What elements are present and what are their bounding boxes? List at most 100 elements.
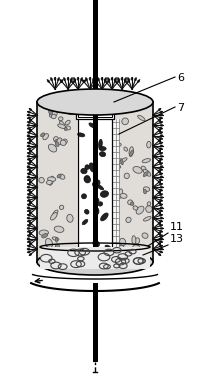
- Ellipse shape: [29, 242, 32, 245]
- Ellipse shape: [28, 142, 30, 144]
- Ellipse shape: [84, 176, 90, 182]
- Text: 6: 6: [177, 73, 184, 83]
- Bar: [93, 0, 98, 89]
- Ellipse shape: [120, 159, 123, 165]
- Ellipse shape: [160, 227, 163, 229]
- Ellipse shape: [29, 160, 32, 162]
- Ellipse shape: [28, 158, 30, 160]
- Ellipse shape: [28, 230, 30, 232]
- Ellipse shape: [160, 207, 163, 209]
- Ellipse shape: [126, 217, 131, 223]
- Ellipse shape: [146, 206, 152, 212]
- Ellipse shape: [133, 167, 142, 173]
- Ellipse shape: [27, 238, 30, 240]
- Ellipse shape: [104, 78, 107, 81]
- Ellipse shape: [131, 77, 133, 80]
- Ellipse shape: [118, 245, 124, 252]
- Ellipse shape: [57, 78, 60, 81]
- Ellipse shape: [28, 194, 30, 196]
- Ellipse shape: [142, 159, 150, 163]
- Ellipse shape: [114, 78, 117, 81]
- Ellipse shape: [28, 152, 30, 154]
- Ellipse shape: [82, 194, 86, 199]
- Ellipse shape: [94, 198, 99, 204]
- Ellipse shape: [37, 249, 153, 275]
- Ellipse shape: [160, 189, 162, 191]
- Bar: [93, 283, 98, 362]
- Ellipse shape: [160, 158, 162, 160]
- Ellipse shape: [104, 80, 107, 83]
- Ellipse shape: [28, 111, 30, 113]
- Text: 11: 11: [170, 222, 184, 232]
- Ellipse shape: [63, 139, 67, 144]
- Ellipse shape: [158, 211, 161, 214]
- Ellipse shape: [28, 132, 30, 134]
- Ellipse shape: [83, 80, 86, 83]
- Ellipse shape: [28, 183, 30, 185]
- Ellipse shape: [28, 210, 30, 212]
- Ellipse shape: [60, 80, 63, 83]
- Ellipse shape: [158, 140, 161, 142]
- Ellipse shape: [117, 80, 120, 83]
- Ellipse shape: [160, 163, 162, 165]
- Ellipse shape: [67, 214, 73, 222]
- Ellipse shape: [80, 78, 83, 81]
- Ellipse shape: [28, 235, 30, 237]
- Ellipse shape: [147, 141, 151, 148]
- Ellipse shape: [89, 123, 95, 128]
- Ellipse shape: [160, 196, 163, 199]
- Ellipse shape: [78, 133, 85, 137]
- Ellipse shape: [160, 132, 162, 134]
- Ellipse shape: [112, 246, 121, 251]
- Ellipse shape: [28, 121, 30, 123]
- Ellipse shape: [94, 80, 97, 83]
- Ellipse shape: [97, 78, 100, 81]
- Ellipse shape: [160, 245, 162, 247]
- Ellipse shape: [29, 108, 32, 111]
- Ellipse shape: [160, 210, 162, 212]
- Ellipse shape: [114, 80, 117, 83]
- Ellipse shape: [160, 155, 163, 157]
- Ellipse shape: [28, 168, 30, 170]
- Ellipse shape: [45, 238, 53, 248]
- Ellipse shape: [158, 243, 161, 245]
- Ellipse shape: [99, 152, 106, 157]
- Ellipse shape: [81, 168, 87, 174]
- Ellipse shape: [28, 148, 30, 150]
- Ellipse shape: [60, 80, 63, 83]
- Polygon shape: [37, 102, 77, 262]
- Ellipse shape: [29, 129, 32, 132]
- Ellipse shape: [29, 212, 32, 214]
- Ellipse shape: [29, 191, 32, 194]
- Ellipse shape: [41, 133, 45, 137]
- Ellipse shape: [29, 119, 32, 121]
- Ellipse shape: [57, 174, 61, 178]
- Ellipse shape: [158, 181, 161, 183]
- Ellipse shape: [39, 230, 48, 235]
- Ellipse shape: [29, 253, 32, 256]
- Ellipse shape: [68, 110, 77, 115]
- Ellipse shape: [147, 202, 151, 206]
- Ellipse shape: [53, 210, 58, 217]
- Ellipse shape: [158, 242, 161, 245]
- Ellipse shape: [29, 243, 32, 245]
- Polygon shape: [78, 97, 112, 254]
- Ellipse shape: [29, 202, 32, 204]
- Ellipse shape: [136, 206, 144, 214]
- Ellipse shape: [160, 138, 162, 139]
- Ellipse shape: [28, 179, 30, 181]
- Ellipse shape: [27, 207, 30, 209]
- Ellipse shape: [132, 236, 136, 244]
- Ellipse shape: [160, 241, 162, 243]
- Ellipse shape: [48, 144, 57, 152]
- Ellipse shape: [55, 246, 61, 253]
- Ellipse shape: [118, 189, 123, 198]
- Ellipse shape: [29, 150, 32, 153]
- Ellipse shape: [39, 177, 44, 183]
- Ellipse shape: [60, 121, 65, 127]
- Ellipse shape: [37, 89, 153, 115]
- Ellipse shape: [122, 118, 128, 125]
- Ellipse shape: [133, 206, 138, 210]
- Ellipse shape: [112, 244, 118, 247]
- Ellipse shape: [160, 176, 163, 178]
